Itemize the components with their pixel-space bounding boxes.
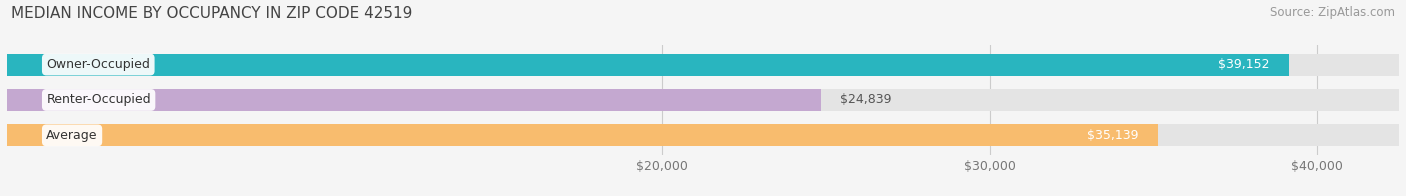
- Bar: [7, 124, 1159, 146]
- Text: $39,152: $39,152: [1218, 58, 1270, 71]
- Text: MEDIAN INCOME BY OCCUPANCY IN ZIP CODE 42519: MEDIAN INCOME BY OCCUPANCY IN ZIP CODE 4…: [11, 6, 412, 21]
- Text: Renter-Occupied: Renter-Occupied: [46, 93, 150, 106]
- Text: Source: ZipAtlas.com: Source: ZipAtlas.com: [1270, 6, 1395, 19]
- Bar: [7, 124, 1399, 146]
- Text: $24,839: $24,839: [841, 93, 891, 106]
- Bar: [7, 54, 1289, 75]
- Text: Owner-Occupied: Owner-Occupied: [46, 58, 150, 71]
- Bar: [7, 89, 821, 111]
- Text: Average: Average: [46, 129, 98, 142]
- Text: $35,139: $35,139: [1087, 129, 1139, 142]
- Bar: [7, 89, 1399, 111]
- Bar: [7, 54, 1399, 75]
